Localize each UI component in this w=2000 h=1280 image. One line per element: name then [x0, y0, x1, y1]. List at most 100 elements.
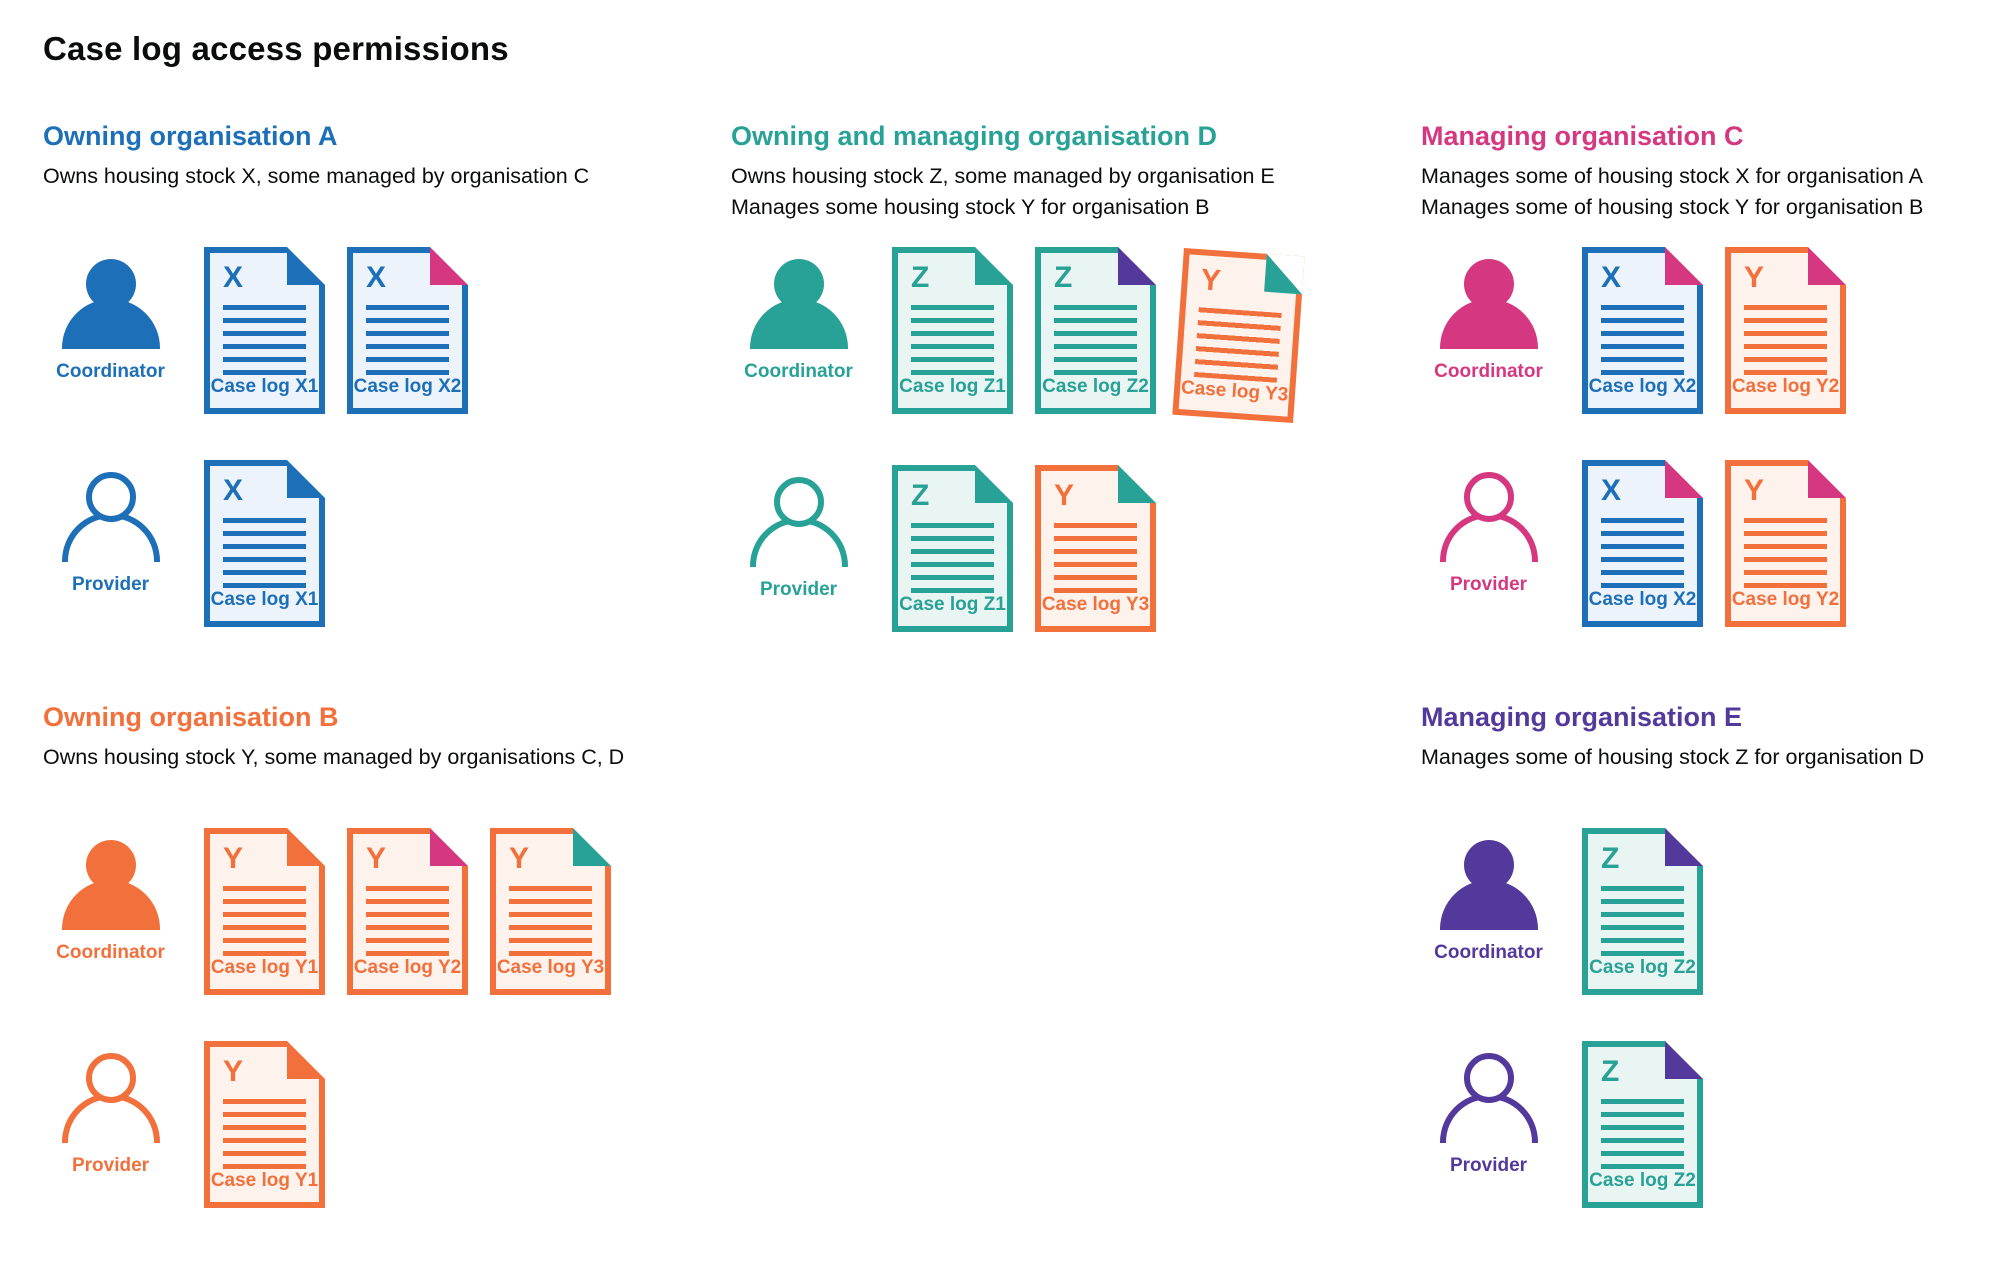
doc-label: Case log X1: [210, 589, 319, 610]
doc-letter: Y: [223, 842, 244, 875]
coordinator-row: Coordinator Y Case log Y1 Y Case log Y2 …: [43, 828, 731, 995]
role-label: Coordinator: [56, 361, 165, 382]
doc-letter: Y: [1744, 474, 1765, 507]
section-managing-organisation-c: Managing organisation C Manages some of …: [1421, 121, 2000, 632]
coordinator-figure: Coordinator: [43, 840, 178, 964]
section-subtitle: Owns housing stock Y, some managed by or…: [43, 742, 731, 806]
doc-letter: Z: [911, 479, 930, 512]
provider-docs: X Case log X2 Y Case log Y2: [1582, 460, 1846, 627]
doc-label: Case log X2: [1588, 376, 1697, 397]
doc-label: Case log Y3: [496, 957, 605, 978]
doc-label: Case log Y2: [1731, 376, 1840, 397]
case-log-doc: Y Case log Y2: [1725, 460, 1846, 627]
coordinator-row: Coordinator X Case log X2 Y Case log Y2: [1421, 247, 2000, 414]
folded-corner-icon: [1808, 247, 1846, 285]
provider-person-icon: [749, 477, 848, 567]
provider-figure: Provider: [731, 477, 866, 601]
coordinator-person-icon: [61, 840, 160, 930]
doc-text-lines-icon: [1193, 307, 1282, 383]
doc-text-lines-icon: [1601, 305, 1684, 375]
coordinator-docs: Z Case log Z1 Z Case log Z2 Y Case log Y…: [892, 247, 1305, 424]
case-log-doc: X Case log X1: [204, 247, 325, 414]
doc-letter: X: [366, 261, 387, 294]
folded-corner-icon: [287, 460, 325, 498]
provider-person-icon: [61, 1053, 160, 1143]
case-log-doc: X Case log X2: [1582, 247, 1703, 414]
folded-corner-icon: [975, 465, 1013, 503]
role-label: Provider: [71, 574, 150, 595]
doc-text-lines-icon: [509, 886, 592, 956]
case-log-doc: Z Case log Z1: [892, 465, 1013, 632]
doc-letter: Z: [911, 261, 930, 294]
role-label: Coordinator: [1434, 361, 1543, 382]
person-head: [773, 259, 824, 309]
doc-text-lines-icon: [911, 305, 994, 375]
section-owning-organisation-a: Owning organisation A Owns housing stock…: [43, 121, 731, 632]
coordinator-person-icon: [1439, 259, 1538, 349]
case-log-doc: Y Case log Y1: [204, 828, 325, 995]
section-heading: Owning and managing organisation D: [731, 121, 1218, 151]
folded-corner-icon: [1118, 247, 1156, 285]
provider-row: Provider X Case log X2 Y Case log Y2: [1421, 460, 2000, 627]
provider-figure: Provider: [43, 472, 178, 596]
doc-label: Case log X2: [353, 376, 462, 397]
provider-docs: Z Case log Z2: [1582, 1041, 1703, 1208]
case-log-doc: Z Case log Z2: [1035, 247, 1156, 414]
section-owning-organisation-b: Owning organisation B Owns housing stock…: [43, 702, 731, 1208]
role-label: Coordinator: [744, 361, 853, 382]
section-subtitle: Manages some of housing stock Z for orga…: [1421, 742, 2000, 806]
doc-text-lines-icon: [223, 886, 306, 956]
section-heading: Owning organisation A: [43, 121, 338, 151]
case-log-doc: X Case log X1: [204, 460, 325, 627]
folded-corner-icon: [1665, 1041, 1703, 1079]
provider-figure: Provider: [1421, 472, 1556, 596]
role-label: Coordinator: [1434, 942, 1543, 963]
doc-text-lines-icon: [366, 886, 449, 956]
section-subtitle: Owns housing stock X, some managed by or…: [43, 161, 731, 225]
doc-text-lines-icon: [1744, 518, 1827, 588]
doc-letter: X: [1601, 261, 1622, 294]
doc-text-lines-icon: [1601, 1099, 1684, 1169]
doc-letter: X: [223, 261, 244, 294]
coordinator-person-icon: [61, 259, 160, 349]
folded-corner-icon: [1665, 247, 1703, 285]
case-log-doc: Y Case log Y1: [204, 1041, 325, 1208]
subtitle-line: Owns housing stock X, some managed by or…: [43, 164, 590, 188]
role-label: Coordinator: [56, 942, 165, 963]
provider-person-icon: [1439, 1053, 1538, 1143]
role-label: Provider: [759, 579, 838, 600]
doc-text-lines-icon: [1054, 523, 1137, 593]
person-head: [773, 477, 824, 527]
doc-letter: X: [1601, 474, 1622, 507]
person-head: [85, 472, 136, 522]
folded-corner-icon: [430, 828, 468, 866]
provider-figure: Provider: [1421, 1053, 1556, 1177]
doc-letter: Y: [223, 1055, 244, 1088]
folded-corner-icon: [573, 828, 611, 866]
doc-text-lines-icon: [366, 305, 449, 375]
person-head: [1463, 259, 1514, 309]
coordinator-person-icon: [749, 259, 848, 349]
case-log-doc: Y Case log Y2: [347, 828, 468, 995]
doc-text-lines-icon: [1054, 305, 1137, 375]
folded-corner-icon: [287, 828, 325, 866]
doc-label: Case log X2: [1588, 589, 1697, 610]
case-log-doc: Y Case log Y3: [1172, 247, 1305, 424]
subtitle-line: Owns housing stock Y, some managed by or…: [43, 745, 625, 769]
case-log-doc: Z Case log Z2: [1582, 828, 1703, 995]
doc-letter: Y: [366, 842, 387, 875]
section-subtitle: Manages some of housing stock X for orga…: [1421, 161, 2000, 225]
coordinator-figure: Coordinator: [43, 259, 178, 383]
doc-text-lines-icon: [1744, 305, 1827, 375]
case-log-doc: X Case log X2: [347, 247, 468, 414]
provider-person-icon: [1439, 472, 1538, 562]
page-title: Case log access permissions: [43, 30, 509, 67]
doc-letter: Y: [509, 842, 530, 875]
doc-text-lines-icon: [1601, 518, 1684, 588]
folded-corner-icon: [975, 247, 1013, 285]
folded-corner-icon: [1264, 253, 1305, 295]
doc-label: Case log Y1: [210, 957, 319, 978]
coordinator-row: Coordinator Z Case log Z2: [1421, 828, 2000, 995]
doc-text-lines-icon: [911, 523, 994, 593]
doc-letter: Y: [1744, 261, 1765, 294]
